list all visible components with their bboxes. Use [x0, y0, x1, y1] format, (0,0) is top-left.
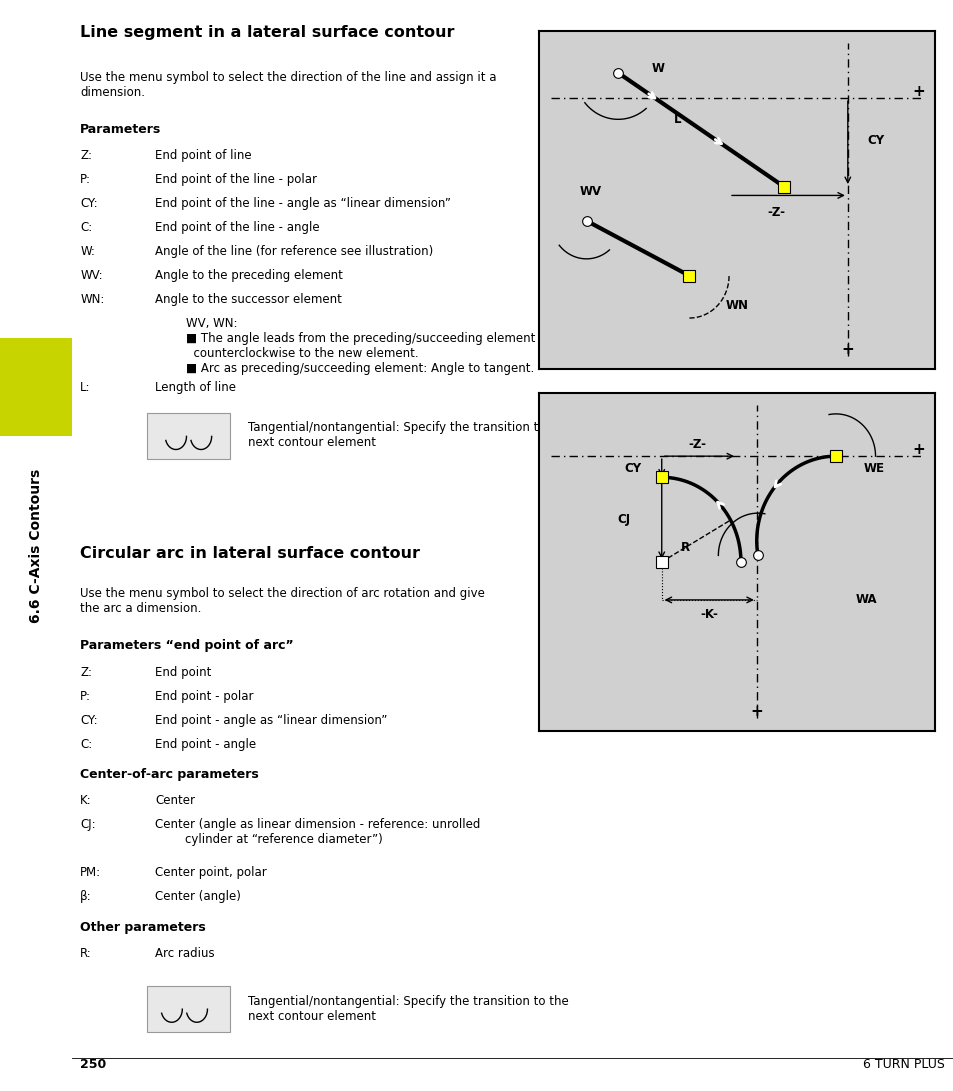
Text: W: W [651, 62, 663, 75]
Text: -Z-: -Z- [767, 206, 784, 219]
Text: Angle of the line (for reference see illustration): Angle of the line (for reference see ill… [155, 245, 434, 259]
Text: Tangential/nontangential: Specify the transition to the
next contour element: Tangential/nontangential: Specify the tr… [248, 995, 568, 1023]
Text: Z:: Z: [80, 666, 92, 679]
Text: R: R [680, 540, 689, 553]
Text: 6 TURN PLUS: 6 TURN PLUS [862, 1058, 944, 1071]
Text: -K-: -K- [700, 608, 718, 621]
Text: Other parameters: Other parameters [80, 921, 206, 934]
Text: Z:: Z: [80, 149, 92, 163]
Text: L: L [673, 112, 680, 125]
Text: CJ: CJ [617, 513, 629, 526]
Text: WN: WN [724, 299, 748, 312]
Text: CY:: CY: [80, 197, 98, 211]
Text: Line segment in a lateral surface contour: Line segment in a lateral surface contou… [80, 25, 455, 40]
Text: P:: P: [80, 690, 91, 703]
Text: End point of line: End point of line [155, 149, 252, 163]
Text: Arc radius: Arc radius [155, 947, 214, 960]
Text: WN:: WN: [80, 293, 105, 307]
Text: Angle to the preceding element: Angle to the preceding element [155, 269, 343, 283]
Text: CY: CY [866, 134, 883, 147]
Text: +: + [750, 705, 762, 719]
Text: End point of the line - polar: End point of the line - polar [155, 173, 317, 187]
Text: Center: Center [155, 794, 195, 807]
Bar [0, 338, 71, 436]
Text: Center (angle as linear dimension - reference: unrolled
        cylinder at “ref: Center (angle as linear dimension - refe… [155, 818, 480, 847]
Text: Use the menu symbol to select the direction of arc rotation and give
the arc a d: Use the menu symbol to select the direct… [80, 587, 485, 615]
Text: End point of the line - angle: End point of the line - angle [155, 221, 319, 235]
Text: L:: L: [80, 381, 91, 394]
Text: End point - angle: End point - angle [155, 738, 256, 751]
Text: End point of the line - angle as “linear dimension”: End point of the line - angle as “linear… [155, 197, 451, 211]
Text: WA: WA [855, 594, 877, 607]
Text: +: + [841, 343, 853, 357]
Text: +: + [912, 84, 924, 99]
Text: End point - angle as “linear dimension”: End point - angle as “linear dimension” [155, 714, 387, 727]
Text: -Z-: -Z- [688, 437, 705, 451]
Text: Angle to the successor element: Angle to the successor element [155, 293, 342, 307]
Bar [147, 986, 230, 1032]
Text: Use the menu symbol to select the direction of the line and assign it a
dimensio: Use the menu symbol to select the direct… [80, 71, 497, 99]
Bar [147, 413, 230, 459]
Text: CJ:: CJ: [80, 818, 96, 831]
Text: R:: R: [80, 947, 92, 960]
Text: P:: P: [80, 173, 91, 187]
Text: PM:: PM: [80, 866, 101, 879]
Text: Circular arc in lateral surface contour: Circular arc in lateral surface contour [80, 546, 420, 561]
Text: C:: C: [80, 738, 92, 751]
Text: W:: W: [80, 245, 95, 259]
Text: End point: End point [155, 666, 212, 679]
Text: End point - polar: End point - polar [155, 690, 253, 703]
Text: WV, WN:
■ The angle leads from the preceding/succeeding element
  counterclockwi: WV, WN: ■ The angle leads from the prece… [186, 317, 535, 375]
Text: WE: WE [862, 463, 883, 476]
Text: +: + [912, 442, 924, 457]
Text: β:: β: [80, 890, 91, 903]
Text: Center (angle): Center (angle) [155, 890, 241, 903]
Text: Parameters: Parameters [80, 123, 161, 136]
Text: Center-of-arc parameters: Center-of-arc parameters [80, 768, 259, 781]
Text: WV: WV [578, 184, 601, 197]
Text: 6.6 C-Axis Contours: 6.6 C-Axis Contours [29, 468, 43, 623]
Text: C:: C: [80, 221, 92, 235]
Text: WV:: WV: [80, 269, 103, 283]
Text: K:: K: [80, 794, 91, 807]
Text: Center point, polar: Center point, polar [155, 866, 267, 879]
Text: CY: CY [624, 463, 641, 476]
Text: Length of line: Length of line [155, 381, 236, 394]
Text: Tangential/nontangential: Specify the transition to the
next contour element: Tangential/nontangential: Specify the tr… [248, 421, 568, 449]
Text: CY:: CY: [80, 714, 98, 727]
Text: 250: 250 [80, 1058, 107, 1071]
Text: Parameters “end point of arc”: Parameters “end point of arc” [80, 639, 294, 652]
